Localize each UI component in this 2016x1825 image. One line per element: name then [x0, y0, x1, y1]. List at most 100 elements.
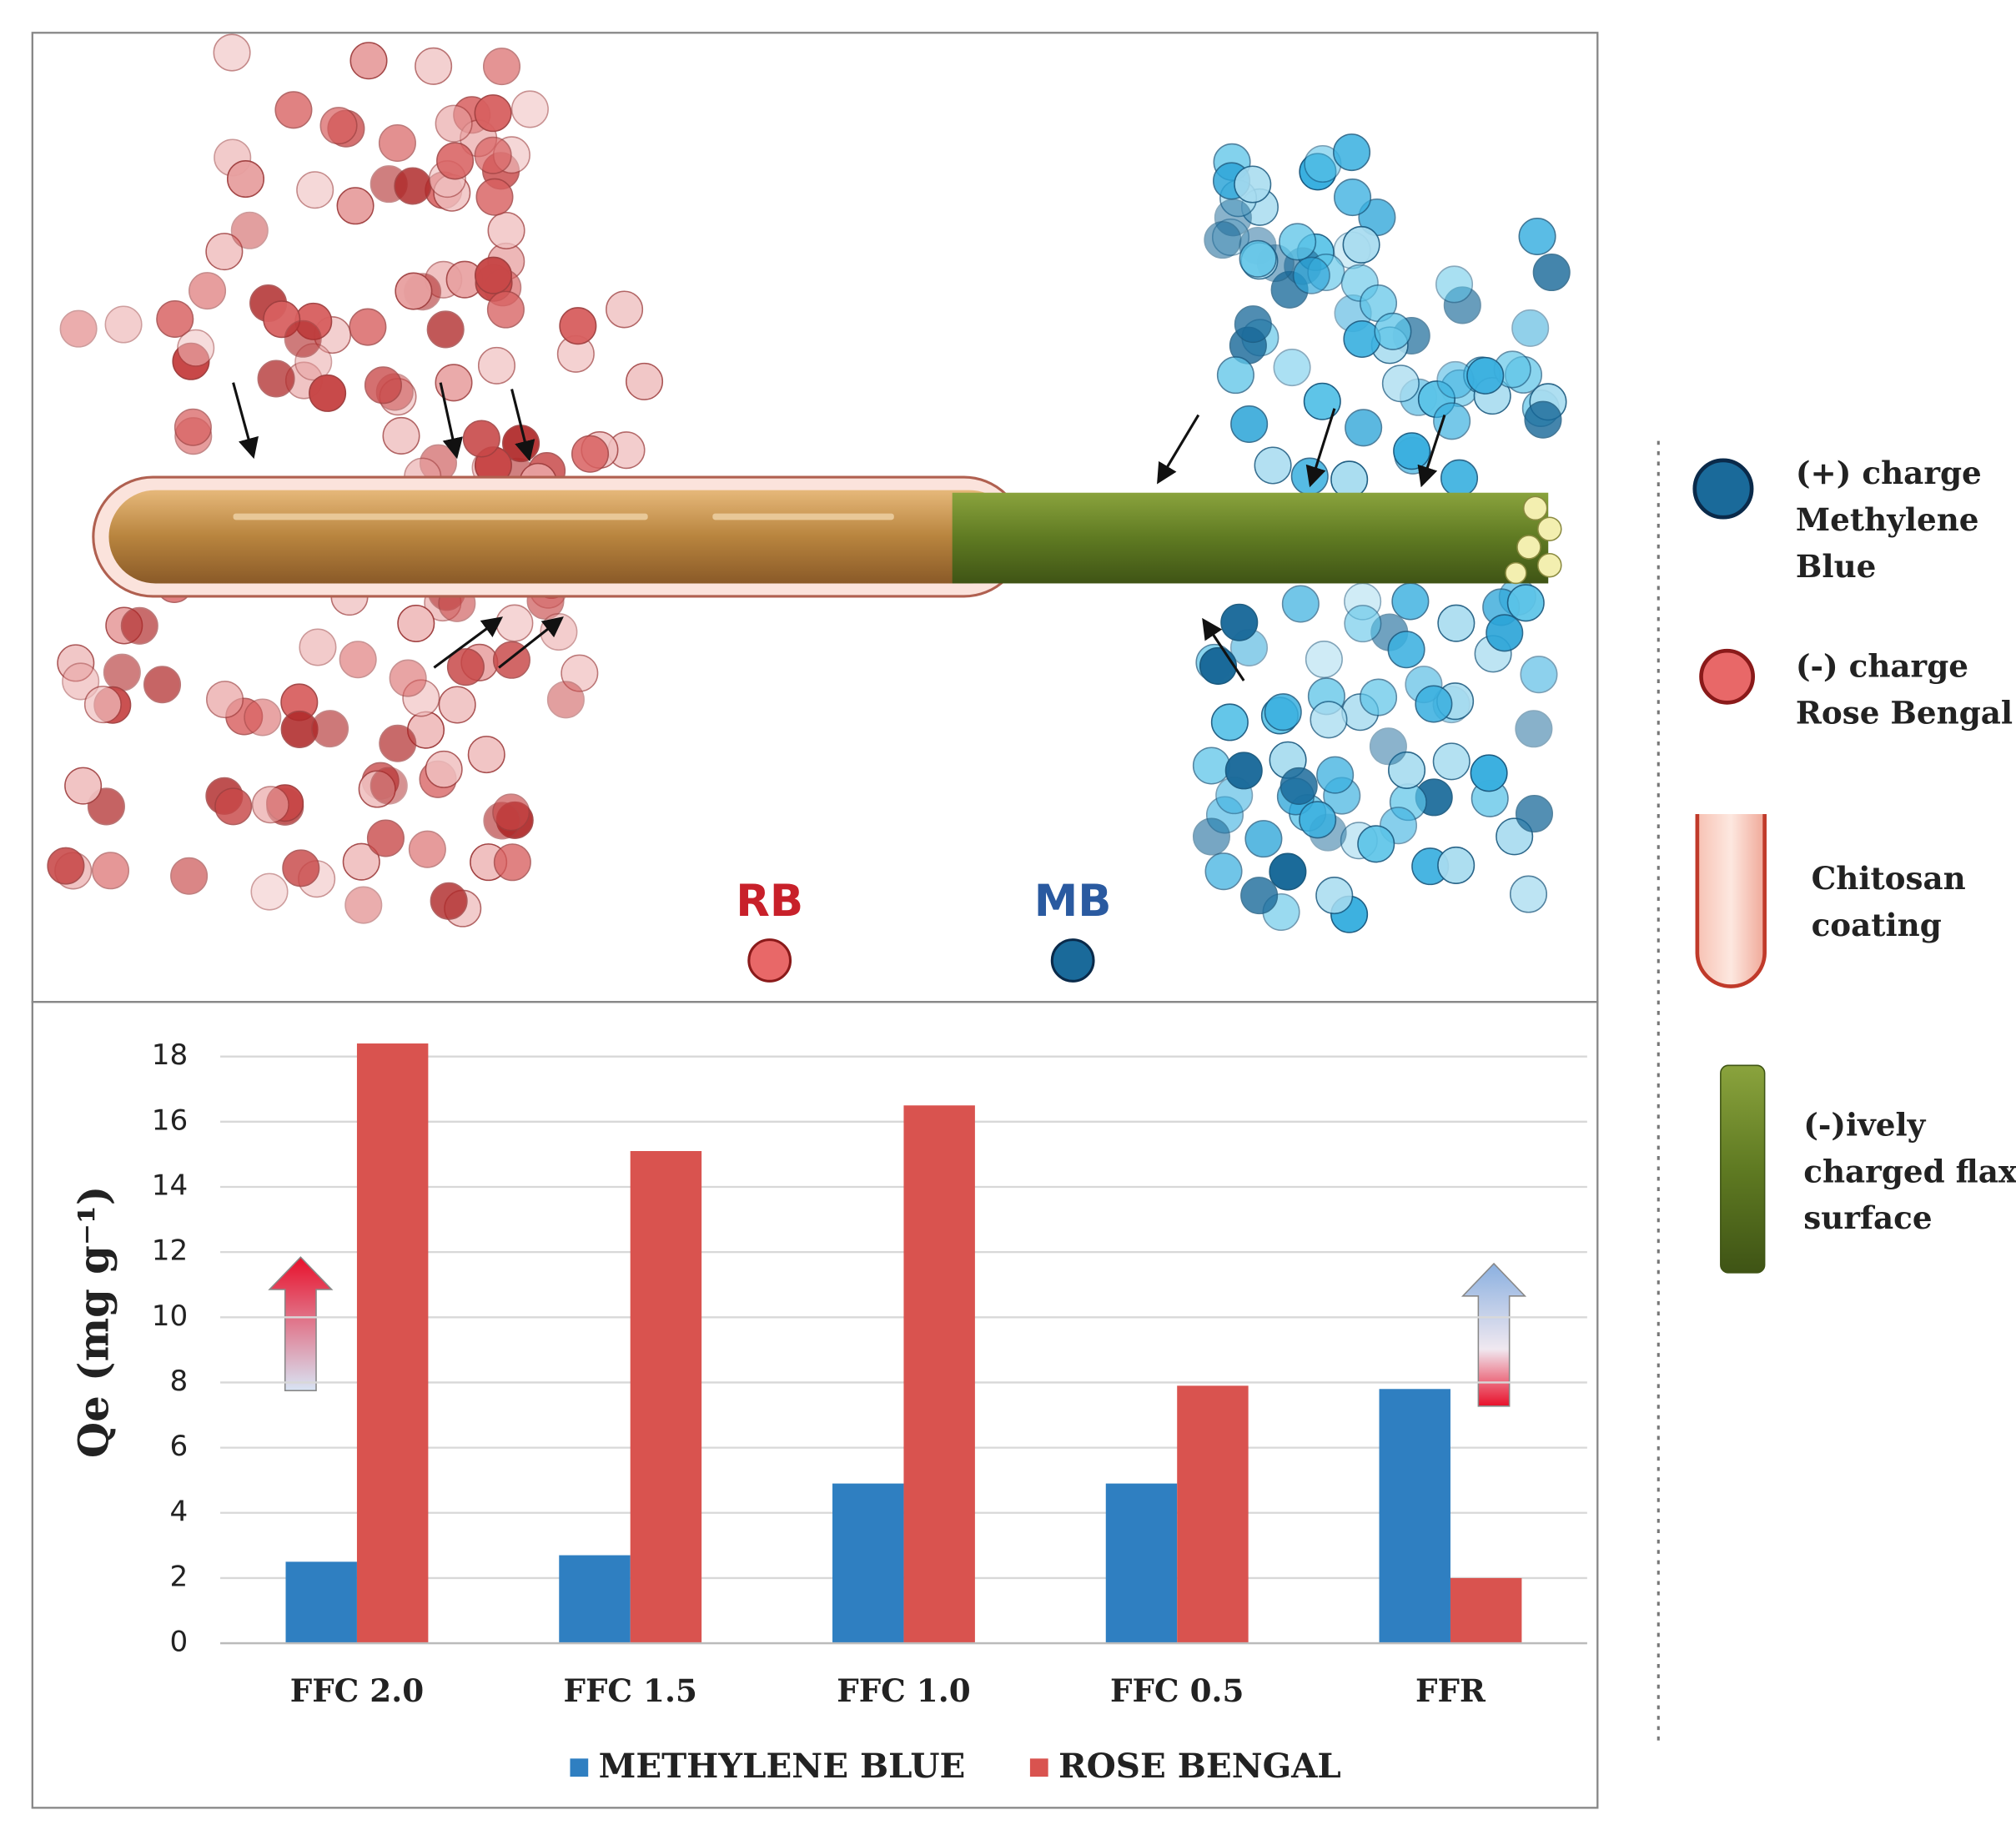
- arrows: [232, 382, 1446, 681]
- particle: [250, 872, 289, 911]
- particle: [1204, 221, 1242, 259]
- y-tick-label: 10: [152, 1300, 188, 1333]
- particle: [446, 648, 485, 686]
- legend-mb-icon: [1692, 458, 1754, 520]
- legend-rb-icon: [1699, 648, 1756, 705]
- particle: [474, 94, 512, 133]
- bottom-frame: [31, 1001, 1599, 1809]
- particle: [1281, 585, 1320, 623]
- particle: [1199, 646, 1237, 685]
- particle: [257, 359, 295, 398]
- bar: [630, 1150, 702, 1644]
- particle: [1273, 349, 1311, 387]
- particle: [230, 211, 269, 249]
- particle: [1369, 727, 1407, 766]
- particle: [1360, 678, 1398, 716]
- particle: [1381, 364, 1420, 403]
- particle: [486, 290, 525, 329]
- particle: [1518, 217, 1556, 256]
- particle: [189, 272, 227, 310]
- particle: [462, 420, 500, 458]
- particle: [1330, 460, 1369, 499]
- x-tick-label: FFC 2.0: [290, 1672, 424, 1709]
- particle: [1344, 605, 1382, 643]
- particle: [1432, 742, 1471, 781]
- y-tick-label: 0: [170, 1626, 189, 1659]
- particle: [1511, 309, 1550, 347]
- x-tick-label: FFC 1.5: [564, 1672, 697, 1709]
- particle: [430, 882, 468, 920]
- particle: [1192, 817, 1231, 856]
- particle: [408, 830, 446, 868]
- particle: [1506, 584, 1545, 622]
- particle: [173, 408, 212, 446]
- legend-text: (+) charge: [1796, 455, 1982, 491]
- particle: [91, 852, 130, 890]
- bar: [832, 1483, 904, 1644]
- rb-label: RB: [736, 876, 803, 927]
- legend-text: Blue: [1796, 548, 1876, 585]
- particle: [1433, 402, 1471, 440]
- particle: [492, 793, 530, 832]
- particle: [349, 42, 388, 80]
- particle: [1239, 239, 1277, 278]
- bar: [1177, 1385, 1249, 1644]
- particle: [467, 736, 505, 774]
- particle: [389, 659, 427, 697]
- particle: [205, 233, 244, 271]
- particle: [366, 819, 405, 857]
- particle: [344, 886, 383, 924]
- particle: [626, 362, 664, 400]
- particle: [1269, 852, 1307, 891]
- particle: [251, 786, 289, 824]
- particle: [1393, 432, 1431, 470]
- particle: [606, 290, 644, 329]
- particle: [342, 842, 380, 881]
- particle: [1305, 641, 1343, 679]
- particle: [382, 416, 420, 455]
- particle: [435, 364, 473, 402]
- y-axis-label: Qe (mg g⁻¹): [69, 1186, 118, 1459]
- particle: [1279, 767, 1318, 805]
- particle: [213, 33, 251, 72]
- particle: [47, 847, 85, 885]
- particle: [1486, 614, 1524, 652]
- legend-text: coating: [1812, 907, 1942, 943]
- y-tick-label: 12: [152, 1234, 188, 1268]
- particle: [336, 187, 375, 225]
- particle: [370, 767, 408, 805]
- particle: [1204, 852, 1243, 891]
- particle: [493, 843, 531, 882]
- particle: [474, 136, 512, 174]
- particle: [395, 272, 433, 310]
- particle: [311, 710, 349, 748]
- particle: [1466, 356, 1505, 395]
- particle: [477, 346, 516, 385]
- bar: [285, 1561, 357, 1644]
- particle: [1343, 319, 1381, 358]
- mb-label: MB: [1034, 876, 1112, 927]
- particle: [170, 857, 209, 895]
- particle: [1192, 747, 1230, 785]
- x-tick-label: FFC 1.0: [837, 1672, 970, 1709]
- particle: [495, 604, 534, 642]
- particle: [475, 178, 514, 216]
- particle: [1524, 400, 1562, 439]
- particle: [394, 167, 432, 205]
- y-tick-label: 6: [170, 1430, 189, 1463]
- bar: [1105, 1483, 1178, 1644]
- particle: [349, 308, 387, 346]
- particle: [436, 142, 475, 180]
- particle: [364, 366, 402, 405]
- particle: [1254, 446, 1292, 485]
- particle: [1345, 409, 1383, 447]
- particle: [379, 724, 417, 762]
- y-tick-label: 4: [170, 1495, 189, 1528]
- legend-label: ROSE BENGAL: [1058, 1746, 1341, 1786]
- x-tick-label: FFC 0.5: [1110, 1672, 1244, 1709]
- particle: [177, 329, 215, 367]
- particle: [1299, 801, 1337, 839]
- bar: [903, 1105, 975, 1644]
- particle: [143, 666, 182, 704]
